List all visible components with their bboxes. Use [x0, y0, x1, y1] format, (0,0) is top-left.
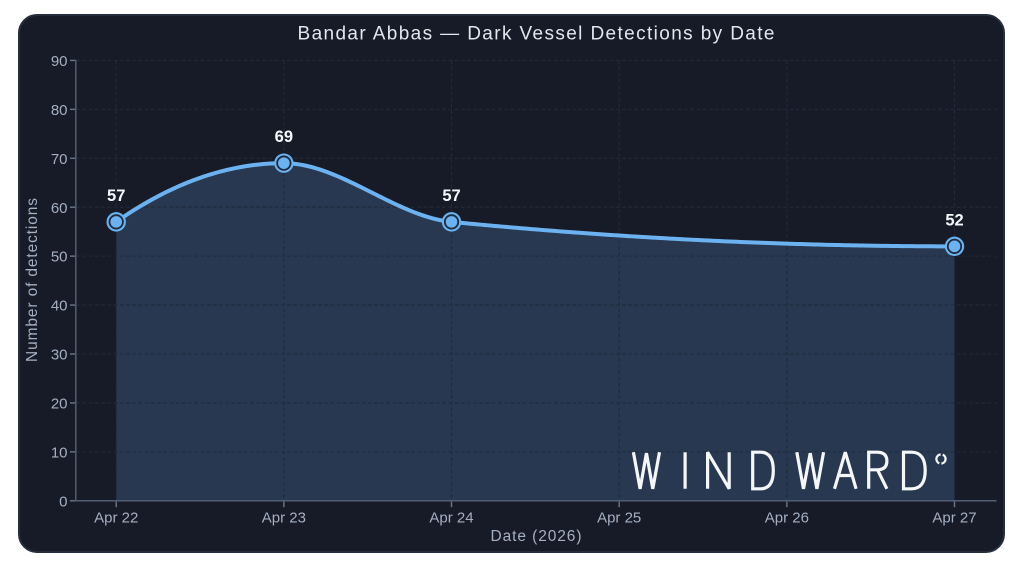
svg-text:Apr 26: Apr 26 — [765, 510, 809, 527]
svg-text:40: 40 — [51, 298, 68, 315]
svg-text:70: 70 — [51, 151, 68, 168]
svg-text:52: 52 — [945, 211, 963, 229]
svg-text:80: 80 — [51, 102, 68, 119]
svg-text:30: 30 — [51, 347, 68, 364]
svg-text:60: 60 — [51, 200, 68, 217]
svg-text:69: 69 — [275, 128, 293, 146]
svg-text:10: 10 — [51, 444, 68, 461]
svg-text:Apr 23: Apr 23 — [262, 510, 306, 527]
svg-text:Apr 25: Apr 25 — [597, 510, 641, 527]
svg-text:Bandar Abbas — Dark Vessel Det: Bandar Abbas — Dark Vessel Detections by… — [298, 24, 775, 45]
svg-text:0: 0 — [59, 493, 67, 510]
svg-text:20: 20 — [51, 396, 68, 413]
svg-text:Date (2026): Date (2026) — [491, 528, 582, 545]
svg-text:Number of detections: Number of detections — [24, 198, 41, 362]
svg-text:57: 57 — [442, 187, 460, 205]
svg-text:57: 57 — [107, 187, 125, 205]
svg-text:Apr 24: Apr 24 — [429, 510, 473, 527]
svg-text:Apr 27: Apr 27 — [932, 510, 976, 527]
svg-text:Apr 22: Apr 22 — [94, 510, 138, 527]
svg-text:50: 50 — [51, 249, 68, 266]
svg-text:90: 90 — [51, 53, 68, 70]
